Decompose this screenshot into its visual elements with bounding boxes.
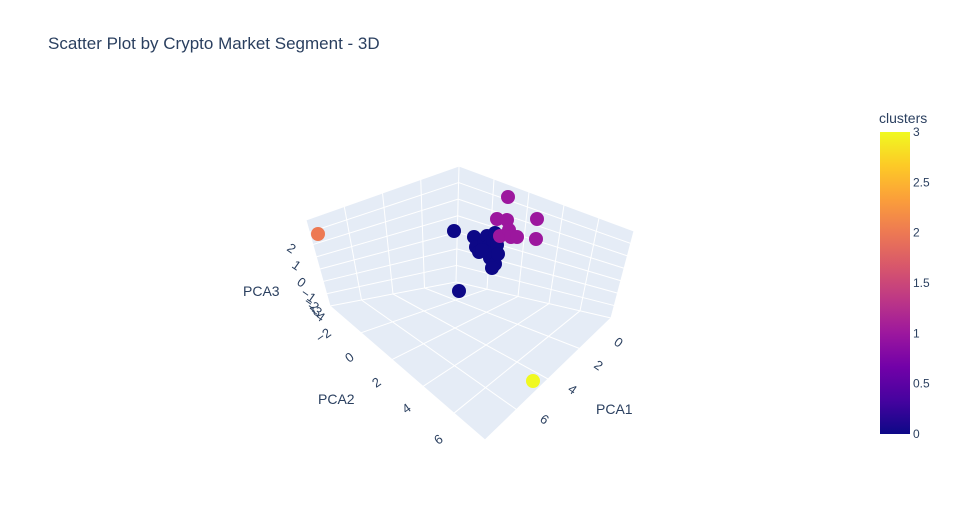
grid-line (579, 217, 600, 311)
grid-line (424, 287, 580, 349)
y-tick-label: 0 (342, 349, 357, 365)
grid-line (455, 281, 612, 319)
x-tick-label: 4 (565, 381, 580, 397)
data-point[interactable] (447, 224, 461, 238)
x-tick-label: 6 (537, 411, 552, 427)
data-point[interactable] (530, 212, 544, 226)
scene-3d (305, 165, 635, 441)
x-tick-label: 0 (611, 334, 626, 350)
z-tick-label: −2 (301, 294, 322, 315)
data-point[interactable] (485, 261, 499, 275)
colorbar-tick-label: 3 (913, 125, 920, 139)
data-point[interactable] (501, 190, 515, 204)
grid-line (343, 206, 362, 301)
colorbar-tick-label: 2.5 (913, 175, 930, 189)
y-tick-label: 4 (399, 400, 414, 416)
colorbar-tick-label: 0 (913, 427, 920, 441)
x-tick-label: 2 (591, 357, 606, 373)
data-point[interactable] (526, 374, 540, 388)
grid-line (382, 192, 394, 295)
chart-title: Scatter Plot by Crypto Market Segment - … (48, 34, 380, 53)
grid-line (458, 182, 631, 244)
colorbar-title: clusters (879, 110, 927, 126)
grid-line (329, 305, 486, 441)
grid-line (610, 230, 635, 319)
colorbar-tick-label: 1.5 (913, 276, 930, 290)
points (311, 190, 544, 388)
y-tick-label: 2 (369, 374, 384, 390)
x-axis-title: PCA1 (596, 401, 633, 417)
y-tick-label: −2 (313, 325, 334, 346)
grid-line (305, 219, 331, 307)
data-point[interactable] (529, 232, 543, 246)
y-axis-title: PCA2 (318, 391, 355, 407)
colorbar-tick-label: 0.5 (913, 377, 930, 391)
back-wall-left (306, 166, 459, 306)
colorbar-gradient (880, 132, 910, 434)
floor (330, 282, 611, 440)
z-tick-label: −4 (307, 304, 328, 325)
grid-line (392, 293, 549, 380)
data-point[interactable] (311, 227, 325, 241)
data-point[interactable] (491, 247, 505, 261)
grid-line (420, 179, 425, 289)
grid-line (455, 165, 460, 283)
colorbar-tick-label: 1 (913, 326, 920, 340)
z-tick-label: −1 (298, 285, 319, 306)
grid-line (457, 198, 628, 257)
colorbar: clusters 3 2.5 2 1.5 1 0.5 0 (879, 110, 930, 441)
back-wall-right (456, 166, 634, 318)
z-tick-label: −3 (304, 299, 325, 320)
z-tick-label: 1 (289, 257, 304, 273)
grid-line (456, 264, 615, 307)
grid-line (548, 204, 565, 304)
grid-line (517, 191, 530, 297)
colorbar-ticks: 3 2.5 2 1.5 1 0.5 0 (913, 125, 930, 441)
grid-line (458, 165, 635, 232)
data-point[interactable] (475, 243, 489, 257)
data-point[interactable] (510, 230, 524, 244)
colorbar-tick-label: 2 (913, 226, 920, 240)
y-tick-label: 6 (431, 431, 446, 447)
data-point[interactable] (452, 284, 466, 298)
z-axis-title: PCA3 (243, 283, 280, 299)
grid-line (361, 299, 517, 410)
z-tick-label: 2 (284, 240, 299, 256)
